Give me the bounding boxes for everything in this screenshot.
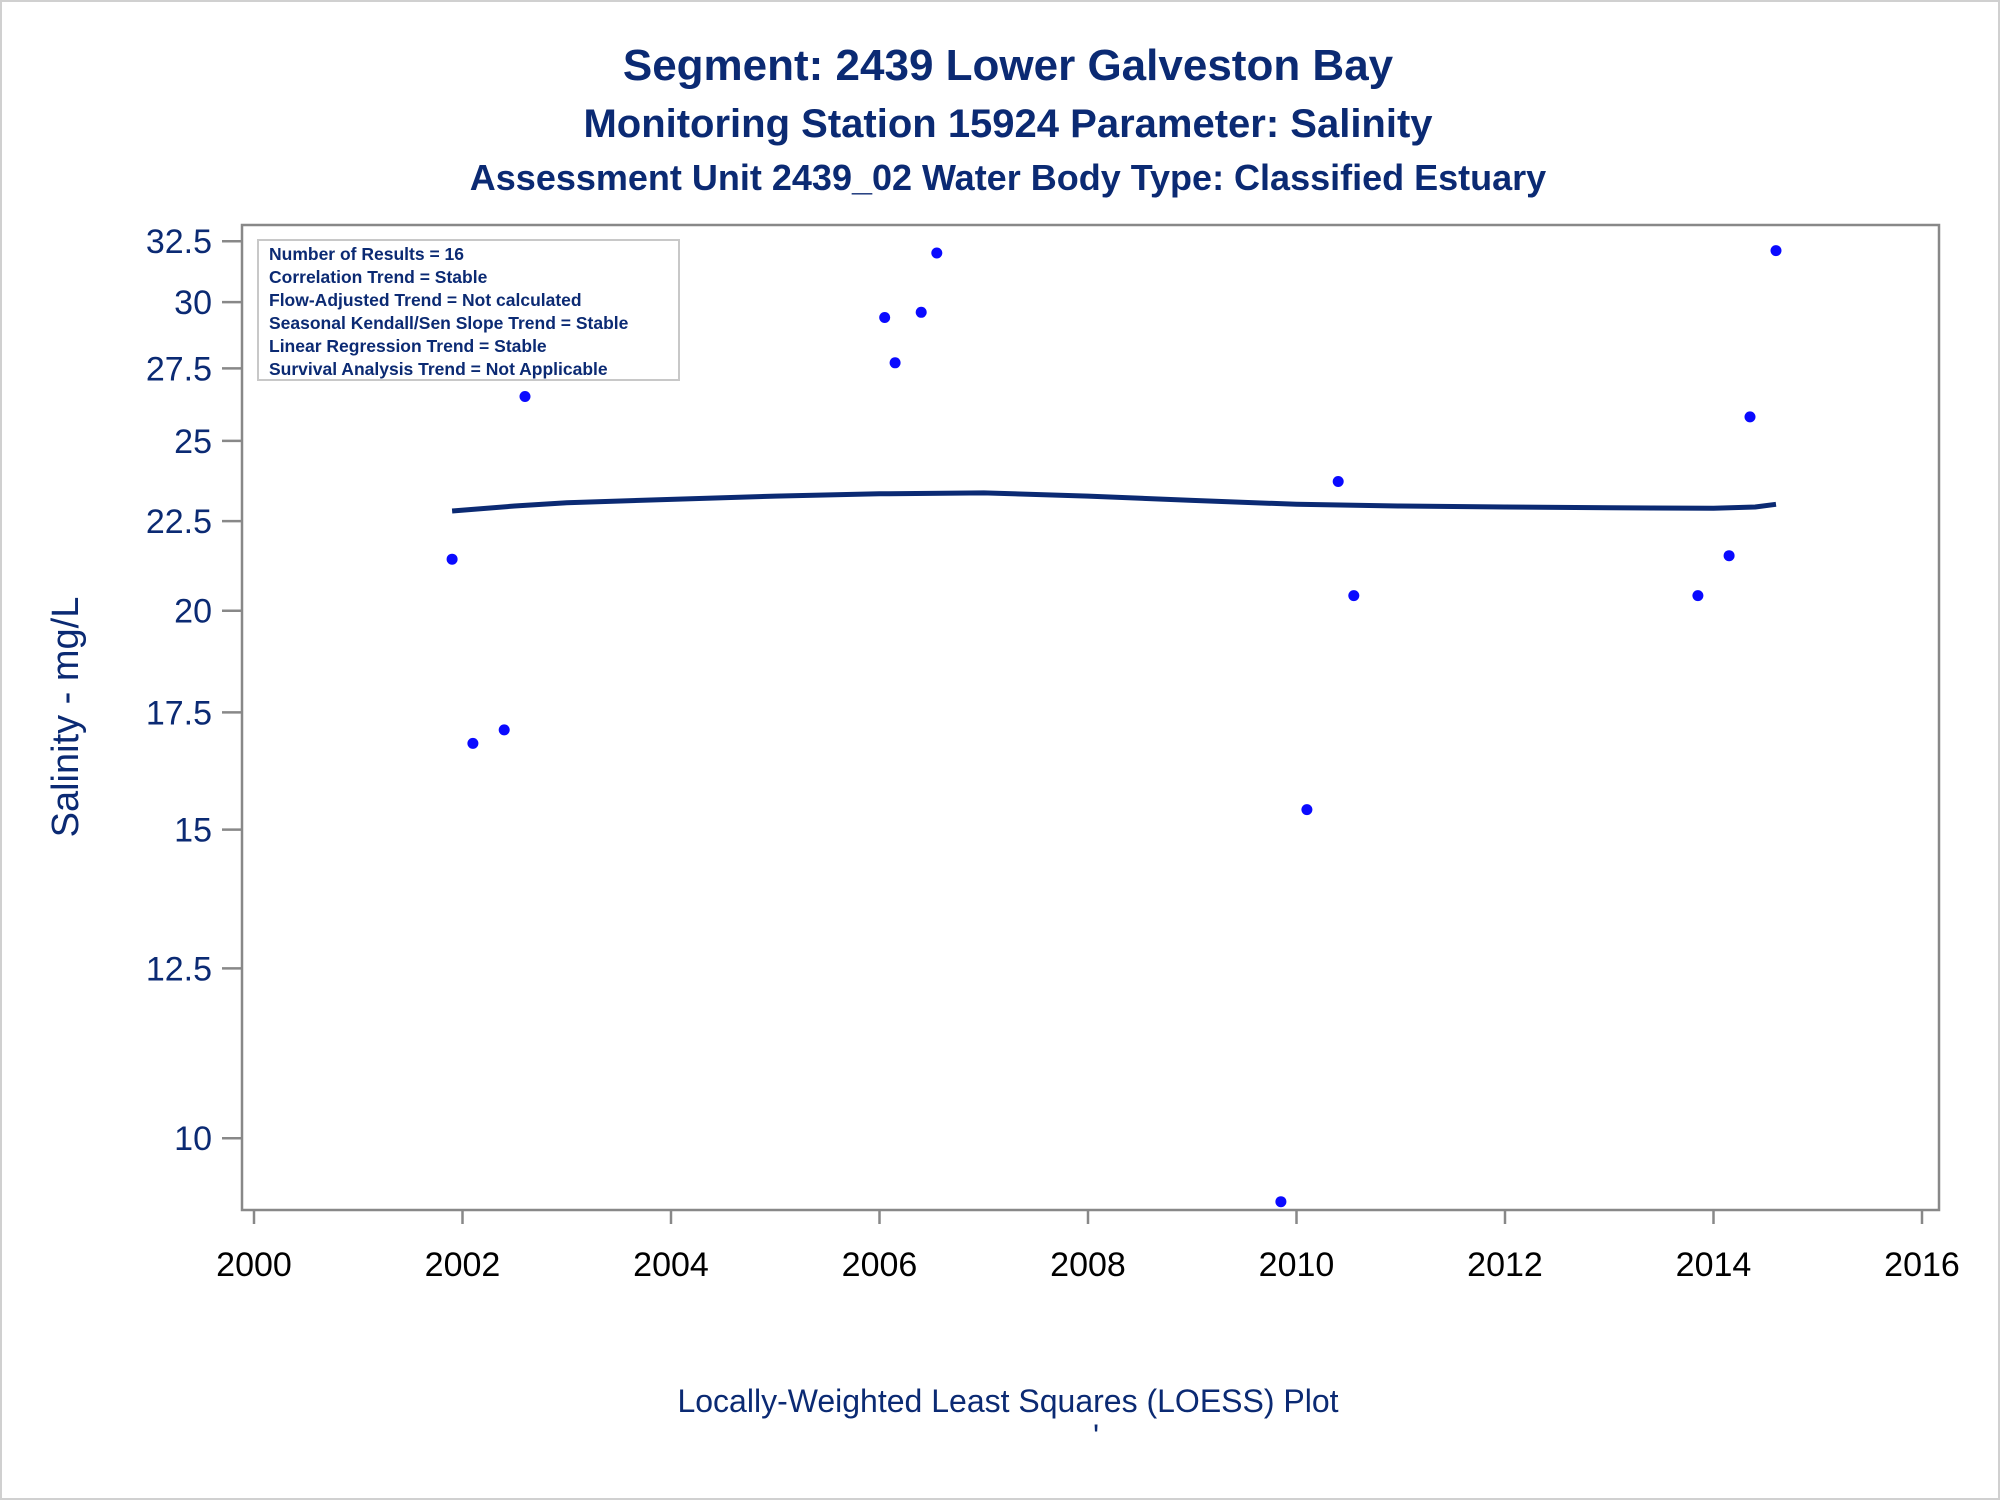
inset-line: Number of Results = 16 [269, 244, 464, 264]
loess-layer [451, 490, 1777, 514]
data-point [1692, 590, 1704, 602]
data-point [879, 312, 891, 323]
y-tick-label: 25 [174, 423, 212, 461]
y-tick-label: 22.5 [146, 503, 212, 541]
data-point [1301, 804, 1313, 816]
x-tick-label: 2012 [1467, 1246, 1543, 1284]
x-tick-label: 2006 [842, 1246, 918, 1284]
data-point [1332, 476, 1344, 487]
x-tick-label: 2008 [1050, 1246, 1126, 1284]
y-tick-label: 17.5 [146, 694, 212, 732]
y-tick-label: 27.5 [146, 350, 212, 388]
inset-line: Linear Regression Trend = Stable [269, 336, 547, 356]
x-tick-label: 2002 [425, 1246, 501, 1284]
y-tick-label: 10 [174, 1120, 212, 1158]
y-tick-label: 15 [174, 812, 212, 850]
chart-subtitle: Monitoring Station 15924 Parameter: Sali… [583, 102, 1433, 146]
stats-inset-box [257, 239, 680, 381]
data-point [915, 306, 927, 318]
data-point [467, 737, 479, 749]
inset-line: Seasonal Kendall/Sen Slope Trend = Stabl… [269, 313, 629, 333]
chart-title: Segment: 2439 Lower Galveston Bay [623, 41, 1394, 90]
data-point [1275, 1196, 1287, 1208]
x-tick-label: 2004 [633, 1246, 709, 1284]
y-tick-label: 30 [174, 284, 212, 322]
y-axis: 10 12.5 15 17.5 20 22.5 25 27.5 30 32.5 [146, 223, 242, 1158]
chart-footnote: Locally-Weighted Least Squares (LOESS) P… [677, 1383, 1338, 1419]
loess-line [451, 490, 1777, 514]
x-tick-label: 2000 [216, 1246, 292, 1284]
inset-line: Flow-Adjusted Trend = Not calculated [269, 290, 582, 310]
inset-line: Survival Analysis Trend = Not Applicable [269, 359, 608, 379]
x-tick-label: 2014 [1676, 1246, 1752, 1284]
data-point [1770, 245, 1782, 257]
y-axis-label: Salinity - mg/L [45, 597, 87, 838]
data-point [1723, 550, 1735, 562]
x-axis: 2000 2002 2004 2006 2008 2010 2012 2014 2016 [216, 1210, 1960, 1284]
stats-inset: Number of Results = 16 Correlation Trend… [257, 239, 680, 381]
data-point [1744, 411, 1756, 423]
points-layer [446, 245, 1782, 1208]
y-tick-label: 12.5 [146, 950, 212, 988]
data-point [1348, 590, 1360, 602]
data-point [498, 724, 510, 736]
x-tick-label: 2010 [1259, 1246, 1335, 1284]
data-point [446, 553, 458, 565]
plot-area [240, 223, 1941, 1212]
footnote-mark: ' [1093, 1418, 1099, 1454]
y-tick-label: 32.5 [146, 223, 212, 261]
chart-subtitle-2: Assessment Unit 2439_02 Water Body Type:… [470, 157, 1546, 198]
data-point [519, 391, 531, 402]
data-point [931, 247, 943, 259]
y-tick-label: 20 [174, 593, 212, 631]
data-point [889, 357, 901, 369]
x-tick-label: 2016 [1884, 1246, 1960, 1284]
inset-line: Correlation Trend = Stable [269, 267, 488, 287]
